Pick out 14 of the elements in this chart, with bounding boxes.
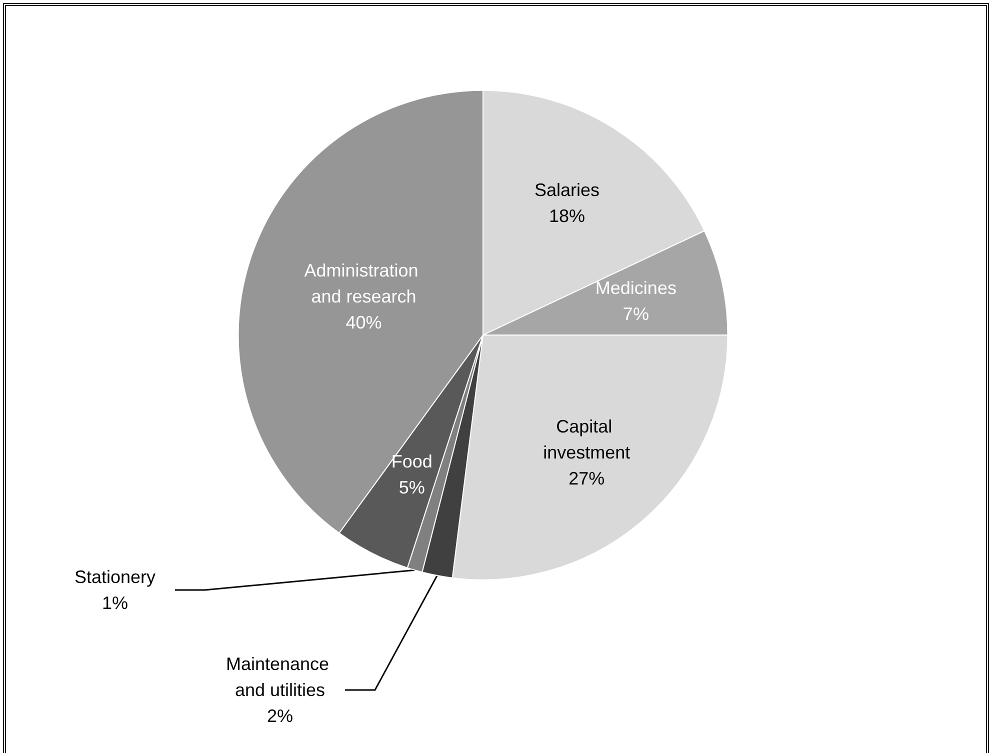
data-label: 2%: [266, 706, 294, 726]
data-label: 18%: [548, 206, 585, 226]
data-label: 7%: [622, 304, 649, 324]
slice-label: Administration and research: [304, 260, 424, 306]
data-label: 27%: [568, 468, 605, 489]
slice-label: Medicines: [595, 278, 676, 298]
slice-label: Capital investment: [543, 416, 630, 463]
slice-label: Salaries: [534, 180, 600, 200]
slice-label: Maintenance and utilities: [226, 654, 334, 700]
slice-label: Food: [391, 452, 432, 472]
data-label: 40%: [346, 312, 382, 332]
data-label: 1%: [102, 593, 128, 613]
data-label: 5%: [398, 478, 425, 498]
slice-label: Stationery: [74, 567, 156, 587]
